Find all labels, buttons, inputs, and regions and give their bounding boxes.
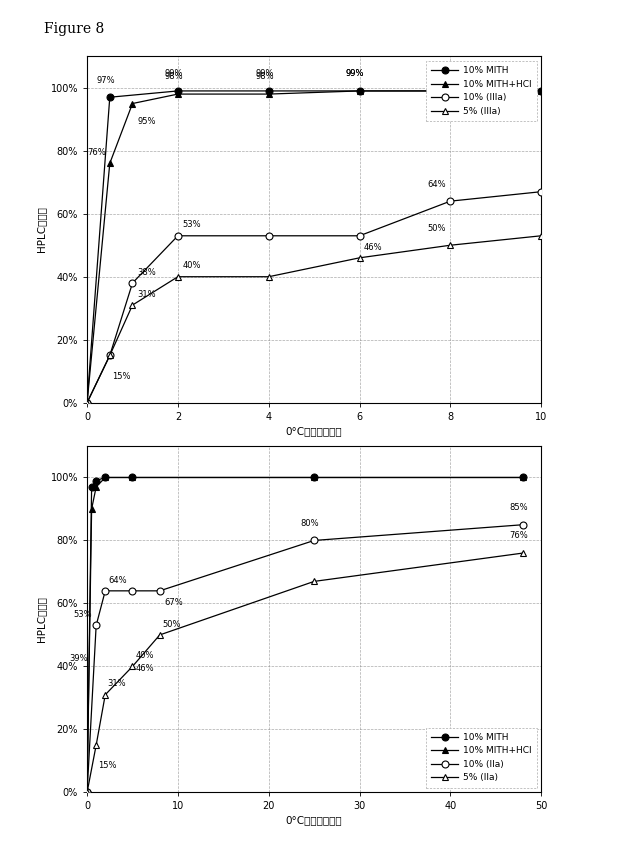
Text: 97%: 97% bbox=[96, 75, 115, 85]
Text: 85%: 85% bbox=[509, 503, 528, 512]
Text: 15%: 15% bbox=[98, 761, 116, 771]
Text: 46%: 46% bbox=[364, 242, 383, 251]
Legend: 10% MlTH, 10% MlTH+HCl, 10% (IIa), 5% (IIa): 10% MlTH, 10% MlTH+HCl, 10% (IIa), 5% (I… bbox=[425, 727, 537, 788]
Text: 39%: 39% bbox=[69, 655, 88, 663]
Text: 31%: 31% bbox=[107, 680, 126, 688]
Text: 99%: 99% bbox=[255, 69, 274, 78]
Text: 31%: 31% bbox=[137, 290, 156, 299]
Text: 64%: 64% bbox=[428, 179, 446, 189]
Text: 50%: 50% bbox=[162, 620, 181, 629]
Text: 99%: 99% bbox=[346, 69, 364, 78]
Y-axis label: HPLC変換率: HPLC変換率 bbox=[36, 207, 47, 252]
Text: 99%: 99% bbox=[437, 69, 455, 78]
Text: 80%: 80% bbox=[300, 519, 319, 528]
Text: 38%: 38% bbox=[137, 268, 156, 277]
Text: 99%: 99% bbox=[164, 69, 183, 78]
Text: 67%: 67% bbox=[164, 598, 183, 606]
X-axis label: 0°Cでの経過時間: 0°Cでの経過時間 bbox=[285, 816, 343, 825]
Text: 46%: 46% bbox=[135, 663, 154, 673]
Text: 99%: 99% bbox=[346, 69, 364, 78]
Text: 50%: 50% bbox=[428, 223, 446, 233]
Text: 40%: 40% bbox=[135, 651, 154, 660]
Text: Figure 8: Figure 8 bbox=[44, 22, 104, 36]
Text: 76%: 76% bbox=[509, 532, 528, 540]
Text: 98%: 98% bbox=[164, 73, 183, 81]
Text: 53%: 53% bbox=[182, 221, 201, 229]
Text: 64%: 64% bbox=[108, 576, 127, 585]
Text: 95%: 95% bbox=[137, 117, 156, 126]
Text: 53%: 53% bbox=[73, 611, 92, 619]
Text: 99%: 99% bbox=[437, 69, 455, 78]
Text: 40%: 40% bbox=[182, 262, 201, 270]
Text: 76%: 76% bbox=[87, 148, 106, 157]
X-axis label: 0°Cでの経過時間: 0°Cでの経過時間 bbox=[285, 426, 343, 436]
Legend: 10% MlTH, 10% MlTH+HCl, 10% (IIIa), 5% (IIIa): 10% MlTH, 10% MlTH+HCl, 10% (IIIa), 5% (… bbox=[425, 61, 537, 121]
Text: 15%: 15% bbox=[112, 372, 131, 381]
Y-axis label: HPLC変換率: HPLC変換率 bbox=[36, 597, 47, 642]
Text: 98%: 98% bbox=[255, 73, 274, 81]
